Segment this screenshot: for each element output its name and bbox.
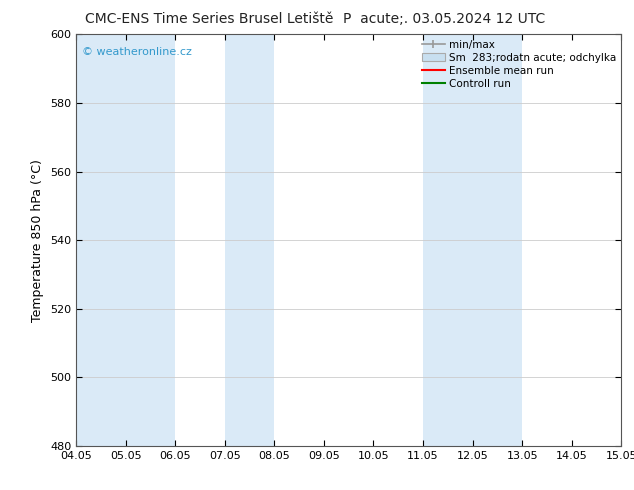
Bar xyxy=(621,34,634,446)
Bar xyxy=(225,34,275,446)
Legend: min/max, Sm  283;rodatn acute; odchylka, Ensemble mean run, Controll run: min/max, Sm 283;rodatn acute; odchylka, … xyxy=(422,40,616,89)
Text: CMC-ENS Time Series Brusel Letiště: CMC-ENS Time Series Brusel Letiště xyxy=(85,12,333,26)
Bar xyxy=(76,34,175,446)
Text: © weatheronline.cz: © weatheronline.cz xyxy=(82,47,191,57)
Bar xyxy=(423,34,522,446)
Text: P  acute;. 03.05.2024 12 UTC: P acute;. 03.05.2024 12 UTC xyxy=(342,12,545,26)
Y-axis label: Temperature 850 hPa (°C): Temperature 850 hPa (°C) xyxy=(32,159,44,321)
